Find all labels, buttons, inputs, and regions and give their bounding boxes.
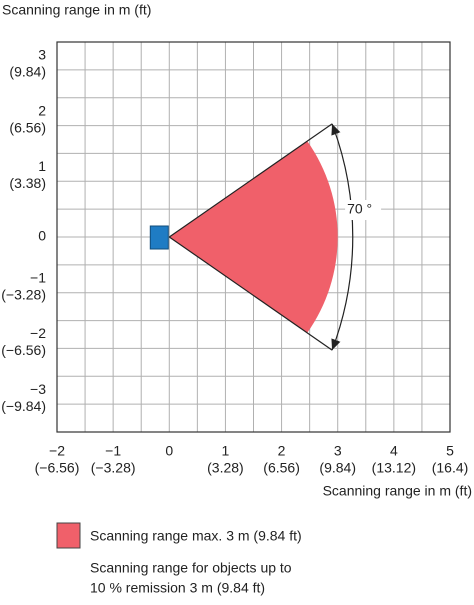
y-tick-sublabel: (−9.84): [1, 398, 46, 414]
boundary-line: [168, 123, 333, 238]
x-tick-label: −2: [49, 443, 65, 459]
boundary-line: [168, 236, 333, 351]
angle-label-bg: [345, 200, 382, 220]
note-line: Scanning range for objects up to: [90, 560, 292, 576]
y-tick-sublabel: (9.84): [9, 64, 46, 80]
x-tick-sublabel: (13.12): [372, 460, 416, 476]
legend-label: Scanning range max. 3 m (9.84 ft): [90, 528, 302, 544]
y-tick-sublabel: (3.38): [9, 175, 46, 191]
y-tick-label: −1: [30, 269, 46, 285]
plot-frame: [56, 41, 451, 433]
y-tick-label: −2: [30, 325, 46, 341]
sector: [169, 141, 338, 333]
sensor: [149, 225, 169, 250]
x-tick-label: −1: [105, 443, 121, 459]
note-line: 10 % remission 3 m (9.84 ft): [90, 580, 265, 596]
x-tick-label: 5: [446, 443, 454, 459]
x-tick-label: 1: [222, 443, 230, 459]
y-tick-label: 2: [38, 102, 46, 118]
x-tick-label: 3: [334, 443, 342, 459]
x-axis-title: Scanning range in m (ft): [323, 483, 472, 499]
legend-swatch: [56, 522, 81, 549]
x-tick-sublabel: (16.4): [432, 460, 469, 476]
x-tick-sublabel: (−6.56): [35, 460, 80, 476]
y-tick-label: 0: [38, 228, 46, 244]
x-tick-sublabel: (9.84): [319, 460, 356, 476]
y-tick-sublabel: (6.56): [9, 119, 46, 135]
x-tick-label: 0: [165, 443, 173, 459]
y-tick-sublabel: (−6.56): [1, 342, 46, 358]
y-tick-sublabel: (−3.28): [1, 286, 46, 302]
y-tick-label: 3: [38, 47, 46, 63]
y-axis-title: Scanning range in m (ft): [2, 2, 151, 18]
x-tick-sublabel: (3.28): [207, 460, 244, 476]
x-tick-label: 2: [278, 443, 286, 459]
x-tick-sublabel: (−3.28): [91, 460, 136, 476]
y-tick-label: 1: [38, 158, 46, 174]
angle-arc: [331, 123, 354, 351]
x-tick-sublabel: (6.56): [263, 460, 300, 476]
x-tick-label: 4: [390, 443, 398, 459]
angle-label: 70 °: [347, 201, 372, 217]
y-tick-label: −3: [30, 381, 46, 397]
